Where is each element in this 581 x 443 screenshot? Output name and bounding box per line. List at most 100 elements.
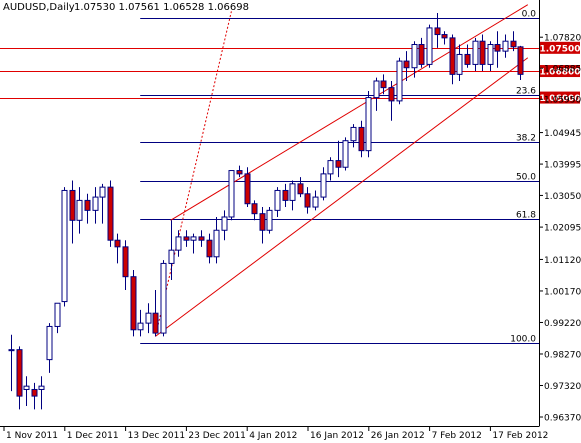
candle-body-bear bbox=[282, 189, 289, 201]
candle-body-bull bbox=[160, 262, 167, 334]
fib-level-label: 61.8 bbox=[516, 211, 536, 221]
candle-body-bull bbox=[487, 44, 494, 65]
candle-body-bear bbox=[114, 239, 121, 248]
y-tick-label: 0.99220 bbox=[544, 319, 581, 329]
y-tick-label: 1.06885 bbox=[544, 65, 581, 75]
x-tick-label: 13 Dec 2011 bbox=[128, 431, 186, 441]
x-tick-label: 4 Jan 2012 bbox=[249, 431, 297, 441]
y-tick-label: 1.02095 bbox=[544, 224, 581, 234]
candle-body-bull bbox=[312, 196, 319, 208]
candle-body-bear bbox=[31, 388, 38, 397]
candle-body-bull bbox=[221, 216, 228, 231]
candle-body-bear bbox=[122, 246, 129, 278]
price-level-tag bbox=[540, 65, 580, 78]
chart-ohlc: 1.07530 1.07561 1.06528 1.06698 bbox=[74, 2, 249, 13]
candle-body-bear bbox=[479, 40, 486, 65]
level-labels-layer: 1.07500 1.06800 1.06000 bbox=[540, 41, 581, 104]
candle-body-bear bbox=[259, 213, 266, 231]
candle-body-bull bbox=[426, 27, 433, 65]
candle-body-bear bbox=[449, 37, 456, 75]
candle-body-bear bbox=[152, 312, 159, 334]
fib-level-label: 38.2 bbox=[516, 134, 536, 144]
candle-body-bear bbox=[69, 189, 76, 221]
candle-body-bear bbox=[517, 46, 524, 75]
candle-body-bull bbox=[76, 199, 83, 221]
candle-body-bull bbox=[373, 80, 380, 99]
price-level-tag-text: 1.07500 bbox=[540, 44, 581, 54]
candle-body-bull bbox=[175, 236, 182, 251]
y-tick-label: 1.07820 bbox=[544, 34, 581, 44]
candle-body-bull bbox=[502, 40, 509, 52]
candle-body-bull bbox=[342, 140, 349, 168]
y-tick-label: 0.98270 bbox=[544, 350, 581, 360]
candle-body-bull bbox=[266, 209, 273, 231]
y-tick-label: 1.03995 bbox=[544, 161, 581, 171]
x-tick-label: 26 Jan 2012 bbox=[371, 431, 425, 441]
candle-body-bull bbox=[472, 40, 479, 65]
y-tick-label: 1.05950 bbox=[544, 96, 581, 106]
x-tick-label: 1 Dec 2011 bbox=[67, 431, 119, 441]
candle-body-bear bbox=[403, 60, 410, 69]
x-tick-label: 1 Nov 2011 bbox=[6, 431, 58, 441]
candle-body-bear bbox=[388, 87, 395, 102]
candle-body-bull bbox=[456, 53, 463, 75]
fib-level-label: 0.0 bbox=[522, 10, 537, 20]
candle-body-bear bbox=[183, 236, 190, 241]
candle-body-bear bbox=[84, 199, 91, 211]
price-level-tag bbox=[540, 41, 580, 54]
candle-body-bear bbox=[251, 203, 258, 215]
candle-body-bull bbox=[350, 126, 357, 142]
x-tick-label: 23 Dec 2011 bbox=[188, 431, 246, 441]
candle-body-bear bbox=[441, 34, 448, 39]
channel-lower-line bbox=[155, 57, 529, 337]
candle-body-bear bbox=[510, 40, 517, 48]
candle-body-bull bbox=[38, 385, 45, 390]
candle-body-bear bbox=[297, 183, 304, 195]
candle-body-bull bbox=[190, 236, 197, 241]
candles-layer bbox=[8, 12, 524, 410]
candle-body-bull bbox=[23, 385, 30, 390]
candle-body-bear bbox=[130, 276, 137, 331]
fib-and-levels-layer: 0.0 23.6 38.2 50.0 61.8 100.0 bbox=[0, 10, 539, 345]
candle-body-bull bbox=[320, 173, 327, 198]
candle-body-bull bbox=[54, 302, 61, 327]
candle-body-bull bbox=[8, 349, 15, 352]
candle-body-bull bbox=[61, 189, 68, 303]
candle-body-bear bbox=[304, 193, 311, 208]
price-level-tag-text: 1.06800 bbox=[540, 68, 581, 78]
candle-body-bull bbox=[289, 183, 296, 201]
candle-body-bull bbox=[396, 60, 403, 102]
x-tick-label: 17 Feb 2012 bbox=[492, 431, 548, 441]
candle-body-bear bbox=[16, 349, 23, 397]
channel-upper-line bbox=[170, 4, 529, 221]
candle-body-bear bbox=[244, 173, 251, 205]
price-level-tag bbox=[540, 91, 580, 104]
candle-body-bull bbox=[213, 229, 220, 258]
y-tick-label: 0.96370 bbox=[544, 414, 581, 424]
candle-body-bull bbox=[92, 196, 99, 211]
candle-body-bull bbox=[168, 249, 175, 264]
candle-body-bear bbox=[464, 53, 471, 65]
candle-body-bull bbox=[137, 322, 144, 331]
x-tick-label: 7 Feb 2012 bbox=[432, 431, 482, 441]
candle-body-bull bbox=[274, 189, 281, 211]
x-tick-label: 16 Jan 2012 bbox=[310, 431, 364, 441]
candle-body-bull bbox=[365, 97, 372, 152]
candle-body-bull bbox=[228, 170, 235, 218]
fib-level-label: 23.6 bbox=[516, 87, 536, 97]
y-tick-label: 1.00170 bbox=[544, 287, 581, 297]
candle-body-bear bbox=[236, 170, 243, 175]
candle-body-bull bbox=[327, 160, 334, 175]
y-tick-label: 1.04945 bbox=[544, 129, 581, 139]
fib-level-label: 100.0 bbox=[510, 335, 536, 345]
y-tick-label: 1.01120 bbox=[544, 256, 581, 266]
candle-body-bear bbox=[418, 44, 425, 65]
candle-body-bear bbox=[198, 236, 205, 241]
candle-body-bear bbox=[335, 160, 342, 168]
chart-symbol: AUDUSD,Daily bbox=[3, 2, 75, 13]
candle-body-bear bbox=[358, 126, 365, 152]
candle-body-bull bbox=[46, 325, 53, 361]
price-level-tag-text: 1.06000 bbox=[540, 94, 581, 104]
trend-channel-layer bbox=[154, 4, 529, 337]
